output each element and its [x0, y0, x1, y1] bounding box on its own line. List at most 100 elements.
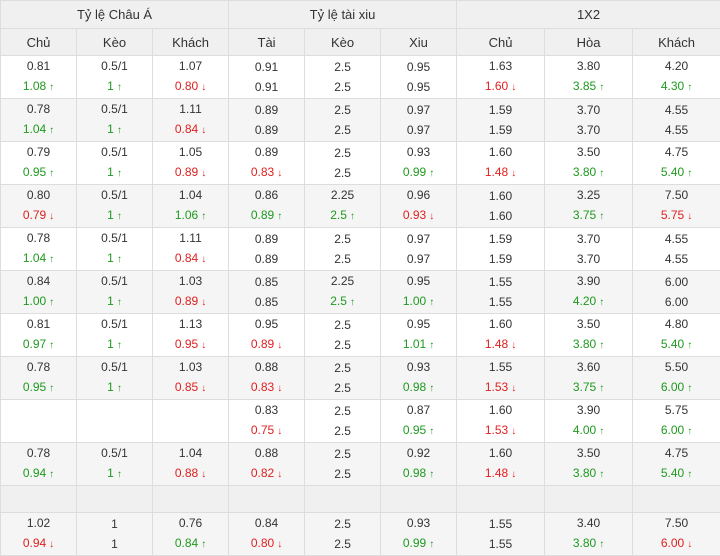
odds-cell-total-line[interactable]: 2.52.5 — [305, 228, 381, 271]
odds-cell-handicap[interactable]: 0.5/11↑ — [77, 314, 153, 357]
odds-cell-1x2-home[interactable]: 1.591.59 — [457, 99, 545, 142]
odds-row[interactable]: 0.780.94↑0.5/11↑1.040.88↓0.880.82↓2.52.5… — [1, 443, 720, 486]
odds-cell-away[interactable]: 1.110.84↓ — [153, 228, 229, 271]
odds-cell-1x2-draw[interactable]: 3.503.80↑ — [545, 443, 633, 486]
odds-cell-handicap[interactable]: 0.5/11↑ — [77, 443, 153, 486]
odds-cell-under[interactable]: 0.920.98↑ — [381, 443, 457, 486]
odds-cell-handicap[interactable]: 0.5/11↑ — [77, 228, 153, 271]
odds-cell-over[interactable]: 0.880.82↓ — [229, 443, 305, 486]
odds-cell-over[interactable]: 0.890.89 — [229, 99, 305, 142]
odds-cell-over[interactable]: 0.950.89↓ — [229, 314, 305, 357]
odds-cell-total-line[interactable]: 2.252.5↑ — [305, 271, 381, 314]
odds-cell-total-line[interactable]: 2.252.5↑ — [305, 185, 381, 228]
odds-cell-under[interactable]: 0.870.95↑ — [381, 400, 457, 443]
odds-cell-handicap[interactable]: 0.5/11↑ — [77, 142, 153, 185]
odds-cell-total-line[interactable]: 2.52.5 — [305, 513, 381, 556]
odds-cell-1x2-draw[interactable]: 3.603.75↑ — [545, 357, 633, 400]
odds-cell-away[interactable]: 1.040.88↓ — [153, 443, 229, 486]
odds-cell-1x2-home[interactable]: 1.551.55 — [457, 271, 545, 314]
odds-row[interactable]: 0.781.04↑0.5/11↑1.110.84↓0.890.892.52.50… — [1, 99, 720, 142]
odds-cell-home[interactable]: 0.781.04↑ — [1, 99, 77, 142]
odds-cell-home[interactable]: 0.810.97↑ — [1, 314, 77, 357]
odds-cell-over[interactable]: 0.910.91 — [229, 56, 305, 99]
odds-cell-away[interactable]: 1.030.85↓ — [153, 357, 229, 400]
odds-cell-1x2-home[interactable]: 1.601.60 — [457, 185, 545, 228]
odds-cell-1x2-home[interactable]: 1.631.60↓ — [457, 56, 545, 99]
odds-cell-under[interactable]: 0.930.98↑ — [381, 357, 457, 400]
odds-cell-handicap[interactable]: 0.5/11↑ — [77, 357, 153, 400]
odds-row[interactable]: 0.841.00↑0.5/11↑1.030.89↓0.850.852.252.5… — [1, 271, 720, 314]
odds-cell-total-line[interactable]: 2.52.5 — [305, 56, 381, 99]
odds-cell-total-line[interactable]: 2.52.5 — [305, 99, 381, 142]
odds-cell-under[interactable]: 0.951.00↑ — [381, 271, 457, 314]
odds-cell-over[interactable]: 0.880.83↓ — [229, 357, 305, 400]
odds-cell-away[interactable]: 1.070.80↓ — [153, 56, 229, 99]
odds-cell-handicap[interactable]: 0.5/11↑ — [77, 271, 153, 314]
odds-cell-1x2-draw[interactable]: 3.904.20↑ — [545, 271, 633, 314]
odds-cell-over[interactable]: 0.860.89↑ — [229, 185, 305, 228]
odds-cell-away[interactable]: 1.050.89↓ — [153, 142, 229, 185]
odds-cell-under[interactable]: 0.930.99↑ — [381, 513, 457, 556]
odds-cell-home[interactable]: 1.020.94↓ — [1, 513, 77, 556]
odds-cell-away[interactable]: 1.041.06↑ — [153, 185, 229, 228]
odds-cell-handicap[interactable]: 0.5/11↑ — [77, 185, 153, 228]
odds-cell-1x2-away[interactable]: 4.554.55 — [633, 228, 720, 271]
odds-row[interactable]: 0.800.79↓0.5/11↑1.041.06↑0.860.89↑2.252.… — [1, 185, 720, 228]
odds-cell-1x2-draw[interactable]: 3.703.70 — [545, 228, 633, 271]
odds-cell-home[interactable]: 0.781.04↑ — [1, 228, 77, 271]
odds-cell-1x2-draw[interactable]: 3.503.80↑ — [545, 314, 633, 357]
odds-cell-over[interactable]: 0.850.85 — [229, 271, 305, 314]
odds-cell-over[interactable]: 0.890.89 — [229, 228, 305, 271]
odds-row[interactable]: 0.811.08↑0.5/11↑1.070.80↓0.910.912.52.50… — [1, 56, 720, 99]
odds-cell-1x2-draw[interactable]: 3.503.80↑ — [545, 142, 633, 185]
odds-cell-under[interactable]: 0.970.97 — [381, 228, 457, 271]
odds-cell-1x2-home[interactable]: 1.551.53↓ — [457, 357, 545, 400]
odds-cell-1x2-home[interactable]: 1.591.59 — [457, 228, 545, 271]
odds-cell-1x2-draw[interactable]: 3.403.80↑ — [545, 513, 633, 556]
odds-cell-1x2-away[interactable]: 4.755.40↑ — [633, 443, 720, 486]
odds-cell-1x2-home[interactable]: 1.601.53↓ — [457, 400, 545, 443]
odds-cell-1x2-away[interactable]: 5.506.00↑ — [633, 357, 720, 400]
odds-cell-1x2-away[interactable]: 4.805.40↑ — [633, 314, 720, 357]
odds-cell-home[interactable]: 0.841.00↑ — [1, 271, 77, 314]
odds-cell-under[interactable]: 0.950.95 — [381, 56, 457, 99]
odds-cell-1x2-home[interactable]: 1.601.48↓ — [457, 443, 545, 486]
odds-cell-away[interactable]: 0.760.84↑ — [153, 513, 229, 556]
odds-cell-total-line[interactable]: 2.52.5 — [305, 357, 381, 400]
odds-row[interactable]: 1.020.94↓110.760.84↑0.840.80↓2.52.50.930… — [1, 513, 720, 556]
odds-cell-1x2-draw[interactable]: 3.904.00↑ — [545, 400, 633, 443]
odds-cell-away[interactable]: 1.110.84↓ — [153, 99, 229, 142]
odds-cell-1x2-away[interactable]: 4.554.55 — [633, 99, 720, 142]
odds-cell-away[interactable]: 1.130.95↓ — [153, 314, 229, 357]
odds-cell-1x2-draw[interactable]: 3.253.75↑ — [545, 185, 633, 228]
odds-cell-total-line[interactable]: 2.52.5 — [305, 142, 381, 185]
odds-cell-total-line[interactable]: 2.52.5 — [305, 400, 381, 443]
odds-cell-1x2-draw[interactable]: 3.703.70 — [545, 99, 633, 142]
odds-cell-under[interactable]: 0.930.99↑ — [381, 142, 457, 185]
odds-cell-under[interactable]: 0.970.97 — [381, 99, 457, 142]
odds-row[interactable]: 0.781.04↑0.5/11↑1.110.84↓0.890.892.52.50… — [1, 228, 720, 271]
odds-cell-home[interactable]: 0.790.95↑ — [1, 142, 77, 185]
odds-cell-over[interactable]: 0.890.83↓ — [229, 142, 305, 185]
odds-cell-home[interactable]: 0.800.79↓ — [1, 185, 77, 228]
odds-cell-over[interactable]: 0.840.80↓ — [229, 513, 305, 556]
odds-row[interactable]: 0.780.95↑0.5/11↑1.030.85↓0.880.83↓2.52.5… — [1, 357, 720, 400]
odds-cell-1x2-away[interactable]: 5.756.00↑ — [633, 400, 720, 443]
odds-cell-under[interactable]: 0.960.93↓ — [381, 185, 457, 228]
odds-row[interactable]: 0.810.97↑0.5/11↑1.130.95↓0.950.89↓2.52.5… — [1, 314, 720, 357]
odds-cell-away[interactable]: 1.030.89↓ — [153, 271, 229, 314]
odds-cell-handicap[interactable]: 11 — [77, 513, 153, 556]
odds-cell-1x2-away[interactable]: 4.755.40↑ — [633, 142, 720, 185]
odds-cell-1x2-home[interactable]: 1.551.55 — [457, 513, 545, 556]
odds-row[interactable]: 0.790.95↑0.5/11↑1.050.89↓0.890.83↓2.52.5… — [1, 142, 720, 185]
odds-cell-total-line[interactable]: 2.52.5 — [305, 443, 381, 486]
odds-cell-1x2-draw[interactable]: 3.803.85↑ — [545, 56, 633, 99]
odds-row[interactable]: 0.830.75↓2.52.50.870.95↑1.601.53↓3.904.0… — [1, 400, 720, 443]
odds-cell-handicap[interactable]: 0.5/11↑ — [77, 56, 153, 99]
odds-cell-1x2-away[interactable]: 4.204.30↑ — [633, 56, 720, 99]
odds-cell-total-line[interactable]: 2.52.5 — [305, 314, 381, 357]
odds-cell-over[interactable]: 0.830.75↓ — [229, 400, 305, 443]
odds-cell-handicap[interactable]: 0.5/11↑ — [77, 99, 153, 142]
odds-cell-1x2-home[interactable]: 1.601.48↓ — [457, 142, 545, 185]
odds-cell-1x2-away[interactable]: 7.505.75↓ — [633, 185, 720, 228]
